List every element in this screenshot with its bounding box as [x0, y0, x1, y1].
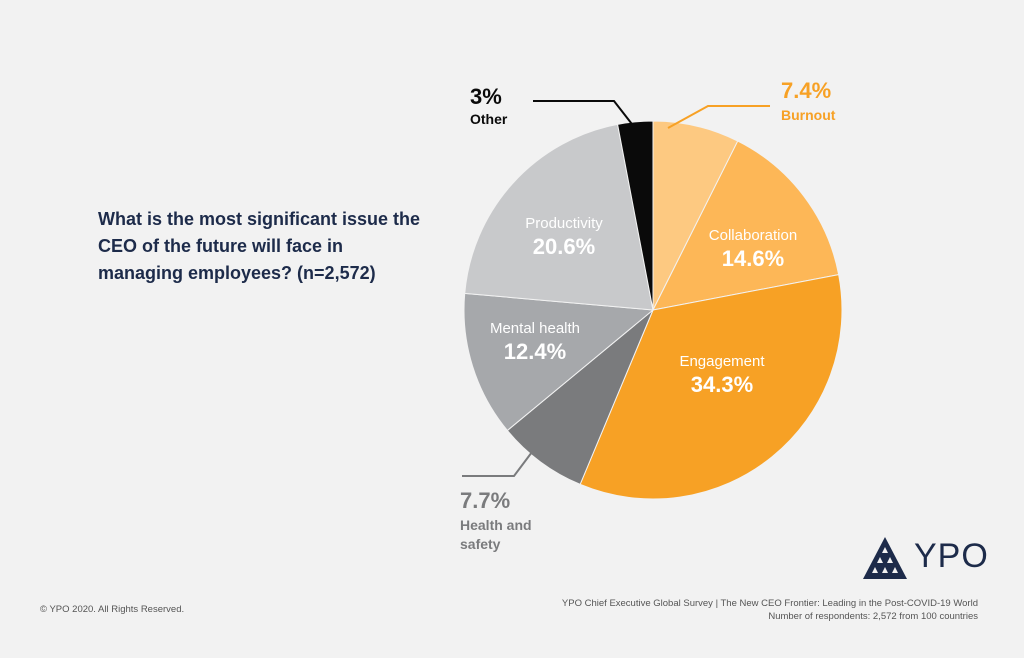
slice-value-collaboration: 14.6%	[722, 246, 784, 271]
slice-value-health-and-safety: 7.7%	[460, 488, 510, 513]
logo-mark-icon	[863, 537, 907, 579]
pie-slice-productivity	[464, 123, 654, 311]
leader-line-other	[533, 100, 636, 129]
logo-text: YPO	[914, 537, 989, 575]
slice-value-other: 3%	[470, 84, 502, 109]
slice-label-collaboration: Collaboration	[709, 227, 797, 244]
pie-slice-engagement	[579, 274, 843, 500]
leader-line-burnout	[667, 105, 770, 129]
slice-label-productivity: Productivity	[525, 215, 603, 232]
slice-label-burnout: Burnout	[781, 107, 836, 123]
pie-slice-other	[617, 120, 654, 311]
slice-value-burnout: 7.4%	[781, 78, 831, 103]
slice-value-productivity: 20.6%	[533, 234, 595, 259]
slice-label-engagement: Engagement	[679, 353, 765, 370]
slice-value-engagement: 34.3%	[691, 372, 753, 397]
pie-slice-collaboration	[652, 140, 840, 311]
slice-label-other: Other	[470, 111, 508, 127]
slice-value-mental-health: 12.4%	[504, 339, 566, 364]
source-footnote: YPO Chief Executive Global Survey | The …	[562, 597, 978, 623]
slice-label-mental-health: Mental health	[490, 320, 580, 337]
slice-label-health-and-safety: Health and safety	[460, 517, 532, 552]
copyright-text: © YPO 2020. All Rights Reserved.	[40, 604, 185, 615]
source-line-1: YPO Chief Executive Global Survey | The …	[561, 598, 978, 609]
pie-slice-mental-health	[463, 292, 655, 432]
source-line-2: Number of respondents: 2,572 from 100 co…	[768, 611, 978, 622]
question-text: What is the most significant issue the C…	[98, 209, 421, 283]
leader-line-health-and-safety	[462, 451, 533, 477]
